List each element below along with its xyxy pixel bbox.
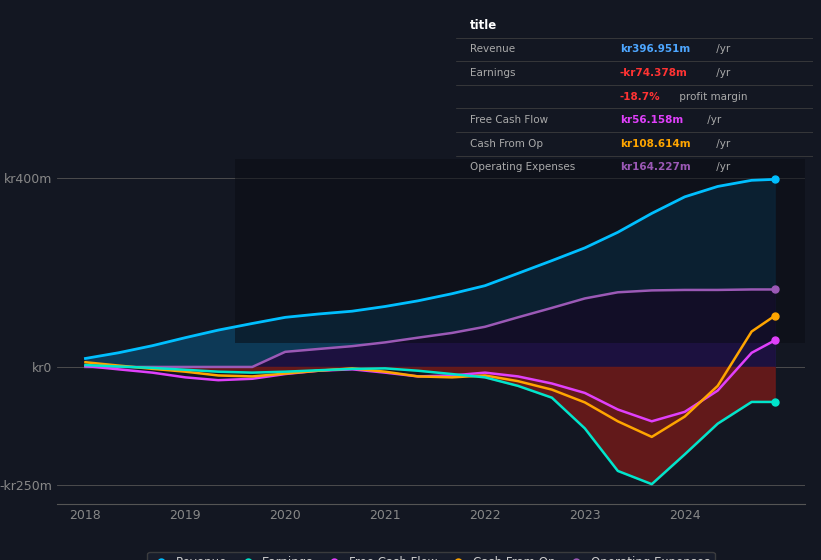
Text: title: title [470,19,498,32]
Text: -18.7%: -18.7% [620,92,661,101]
Text: /yr: /yr [713,68,730,78]
Text: /yr: /yr [713,44,730,54]
Legend: Revenue, Earnings, Free Cash Flow, Cash From Op, Operating Expenses: Revenue, Earnings, Free Cash Flow, Cash … [147,552,715,560]
Text: kr108.614m: kr108.614m [620,139,690,149]
Text: /yr: /yr [713,139,730,149]
Text: profit margin: profit margin [676,92,747,101]
Text: Revenue: Revenue [470,44,515,54]
Text: Cash From Op: Cash From Op [470,139,543,149]
Text: /yr: /yr [713,162,730,172]
Text: -kr74.378m: -kr74.378m [620,68,688,78]
Text: /yr: /yr [704,115,721,125]
Text: Earnings: Earnings [470,68,516,78]
Text: kr56.158m: kr56.158m [620,115,683,125]
Text: Free Cash Flow: Free Cash Flow [470,115,548,125]
Bar [236,159,805,343]
Text: Operating Expenses: Operating Expenses [470,162,576,172]
Text: kr164.227m: kr164.227m [620,162,690,172]
Text: kr396.951m: kr396.951m [620,44,690,54]
